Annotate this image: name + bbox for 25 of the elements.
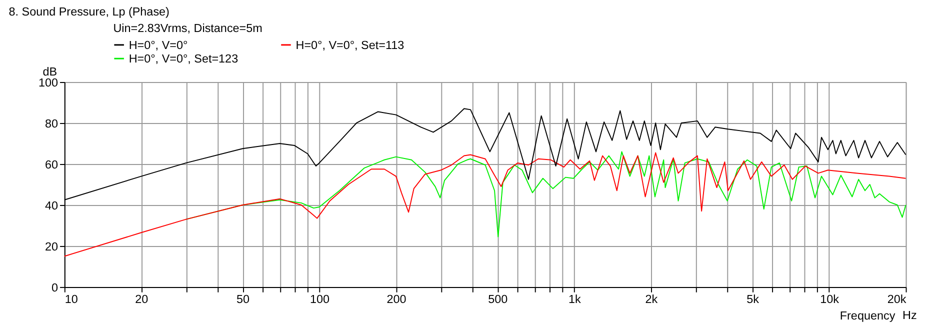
x-tick-label: 50: [236, 293, 250, 306]
legend-label: H=0°, V=0°, Set=113: [296, 38, 404, 52]
x-tick-label: 500: [488, 293, 508, 306]
legend-label: H=0°, V=0°: [128, 38, 188, 52]
x-tick-label: 2k: [645, 293, 658, 306]
x-tick-label: 1k: [568, 293, 581, 306]
x-tick-label: 10k: [820, 293, 840, 306]
x-tick-label: 10: [64, 293, 78, 306]
y-tick-label: 60: [45, 158, 59, 172]
text: Hz: [902, 309, 917, 322]
x-tick-label: 200: [386, 293, 407, 306]
y-tick-label: 40: [45, 199, 59, 212]
x-axis-title: Frequency: [840, 310, 896, 323]
x-tick-label: 20k: [887, 293, 906, 306]
chart-title: 8. Sound Pressure, Lp (Phase): [8, 6, 170, 19]
x-tick-label: 20: [135, 293, 149, 306]
y-tick-label: 0: [52, 281, 59, 294]
y-tick-label: 20: [45, 240, 59, 254]
x-tick-label: 100: [310, 293, 330, 306]
y-tick-label: 80: [45, 117, 59, 130]
y-tick-label: 100: [38, 76, 59, 90]
text: Uin=2.83Vrms, Distance=5m: [113, 22, 262, 36]
y-axis-title: dB: [42, 66, 58, 79]
x-tick-label: 5k: [746, 293, 760, 306]
legend-label: H=0°, V=0°, Set=123: [128, 52, 238, 66]
